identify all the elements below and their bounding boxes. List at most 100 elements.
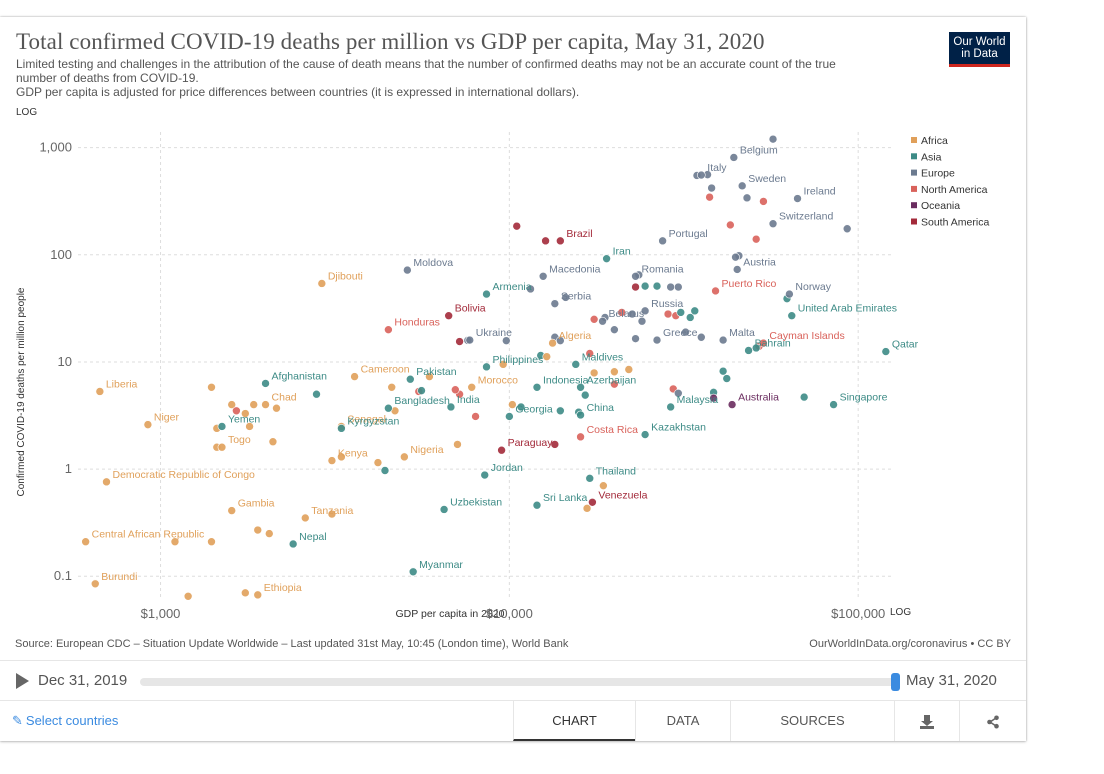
data-point[interactable] xyxy=(471,412,480,421)
data-point[interactable] xyxy=(617,308,627,317)
timeline-handle[interactable] xyxy=(891,673,900,691)
data-point[interactable] xyxy=(227,506,237,515)
legend-swatch[interactable] xyxy=(911,153,917,160)
download-button[interactable] xyxy=(894,701,959,741)
data-point[interactable] xyxy=(505,412,514,421)
data-point[interactable] xyxy=(241,409,250,418)
data-point[interactable] xyxy=(183,591,193,601)
data-point[interactable] xyxy=(589,315,599,324)
y-log-badge[interactable]: LOG xyxy=(16,107,37,118)
data-point[interactable] xyxy=(589,368,599,378)
data-point[interactable] xyxy=(631,271,640,281)
data-point[interactable] xyxy=(408,567,418,577)
data-point[interactable] xyxy=(599,481,608,490)
data-point[interactable] xyxy=(541,236,550,246)
data-point[interactable] xyxy=(403,265,412,275)
data-point[interactable] xyxy=(217,442,227,452)
data-point[interactable] xyxy=(453,440,462,449)
tab-data[interactable]: DATA xyxy=(635,701,730,741)
data-point[interactable] xyxy=(610,367,619,377)
data-point[interactable] xyxy=(696,170,706,180)
data-point[interactable] xyxy=(666,402,675,412)
data-point[interactable] xyxy=(731,252,740,262)
data-point[interactable] xyxy=(829,400,838,409)
data-point[interactable] xyxy=(610,325,619,334)
data-point[interactable] xyxy=(550,299,560,308)
data-point[interactable] xyxy=(582,504,592,513)
data-point[interactable] xyxy=(627,309,637,319)
data-point[interactable] xyxy=(881,347,891,356)
data-point[interactable] xyxy=(384,403,393,413)
legend-label[interactable]: Europe xyxy=(921,168,955,180)
data-point[interactable] xyxy=(261,400,270,409)
data-point[interactable] xyxy=(498,360,508,369)
data-point[interactable] xyxy=(90,579,100,589)
data-point[interactable] xyxy=(548,338,557,348)
data-point[interactable] xyxy=(417,386,426,395)
data-point[interactable] xyxy=(793,194,802,203)
tab-chart[interactable]: CHART xyxy=(513,701,635,741)
data-point[interactable] xyxy=(532,382,542,392)
data-point[interactable] xyxy=(480,470,490,480)
data-point[interactable] xyxy=(674,388,683,398)
data-point[interactable] xyxy=(327,509,337,519)
data-point[interactable] xyxy=(631,282,640,292)
data-point[interactable] xyxy=(170,537,180,547)
timeline-track[interactable] xyxy=(140,678,895,686)
play-icon[interactable] xyxy=(16,673,29,689)
data-point[interactable] xyxy=(497,445,506,455)
data-point[interactable] xyxy=(317,279,327,288)
data-point[interactable] xyxy=(542,352,552,361)
data-point[interactable] xyxy=(350,372,359,381)
tab-sources[interactable]: SOURCES xyxy=(730,701,894,741)
data-point[interactable] xyxy=(143,420,153,429)
data-point[interactable] xyxy=(249,400,259,409)
data-point[interactable] xyxy=(799,392,809,402)
data-point[interactable] xyxy=(580,390,590,400)
data-point[interactable] xyxy=(455,337,464,346)
share-button[interactable] xyxy=(959,701,1026,741)
data-point[interactable] xyxy=(640,306,650,316)
data-point[interactable] xyxy=(732,265,742,274)
legend[interactable]: Africa Asia Europe North America Oceania Sout… xyxy=(911,135,989,229)
data-point[interactable] xyxy=(663,309,673,319)
data-point[interactable] xyxy=(640,281,650,291)
select-countries-link[interactable]: ✎ Select countries xyxy=(12,713,118,729)
data-point[interactable] xyxy=(705,192,714,202)
data-point[interactable] xyxy=(207,537,216,547)
data-point[interactable] xyxy=(787,311,797,321)
data-point[interactable] xyxy=(576,432,585,442)
data-point[interactable] xyxy=(405,374,415,384)
data-point[interactable] xyxy=(384,325,393,334)
data-point[interactable] xyxy=(685,313,695,322)
data-point[interactable] xyxy=(585,474,595,483)
legend-swatch[interactable] xyxy=(911,137,917,143)
data-point[interactable] xyxy=(532,500,542,510)
data-point[interactable] xyxy=(610,379,619,389)
data-point[interactable] xyxy=(718,366,728,376)
data-point[interactable] xyxy=(550,440,560,449)
data-point[interactable] xyxy=(785,289,794,299)
data-point[interactable] xyxy=(482,362,491,372)
data-point[interactable] xyxy=(768,134,778,144)
data-point[interactable] xyxy=(425,372,434,381)
data-point[interactable] xyxy=(516,402,526,412)
data-point[interactable] xyxy=(711,286,720,296)
data-point[interactable] xyxy=(742,193,752,203)
data-point[interactable] xyxy=(598,316,607,326)
data-point[interactable] xyxy=(444,311,453,321)
data-point[interactable] xyxy=(288,539,298,549)
data-point[interactable] xyxy=(674,282,683,292)
data-point[interactable] xyxy=(337,424,346,433)
legend-swatch[interactable] xyxy=(911,218,917,225)
data-point[interactable] xyxy=(373,458,383,467)
legend-swatch[interactable] xyxy=(911,202,917,209)
data-point[interactable] xyxy=(227,400,237,409)
credit-note[interactable]: OurWorldInData.org/coronavirus • CC BY xyxy=(809,638,1011,650)
data-point[interactable] xyxy=(561,293,570,302)
data-point[interactable] xyxy=(451,385,460,395)
data-point[interactable] xyxy=(709,393,718,403)
data-point[interactable] xyxy=(637,316,647,326)
data-point[interactable] xyxy=(264,529,274,538)
data-point[interactable] xyxy=(576,382,585,392)
